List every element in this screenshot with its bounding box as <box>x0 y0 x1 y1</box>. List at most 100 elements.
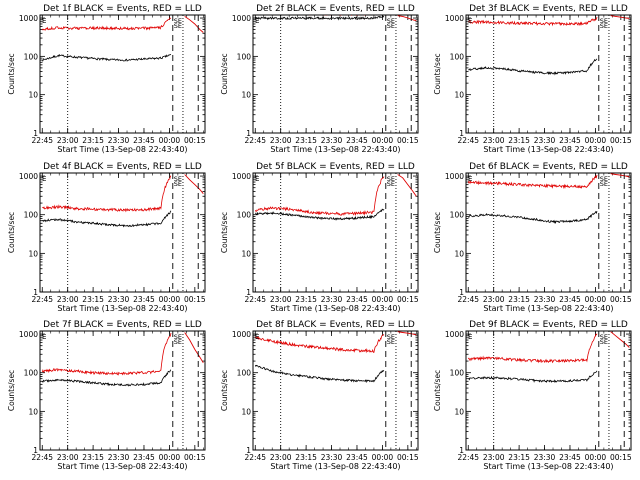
x-tick-label: 22:45 <box>457 453 479 462</box>
detector-panel-1: Det 1f BLACK = Events, RED = LLD 1 10 100 10… <box>7 4 206 154</box>
x-tick-label: 22:45 <box>457 295 479 304</box>
x-tick-label: 00:15 <box>610 295 632 304</box>
data-layer <box>41 16 204 62</box>
lld-recovery-line <box>184 16 204 33</box>
detector-panel-5: Det 5f BLACK = Events, RED = LLD 1 10 100 10… <box>220 162 419 313</box>
lld-line <box>467 174 598 190</box>
x-axis-label: Start Time (13-Sep-08 22:43:40) <box>270 462 400 471</box>
x-tick-label: 00:00 <box>159 136 181 145</box>
y-axis-label: Counts/sec <box>220 212 229 253</box>
x-tick-label: 23:15 <box>82 453 104 462</box>
x-tick-label: 23:00 <box>483 295 505 304</box>
y-tick-label: 100 <box>237 52 252 61</box>
x-tick-label: 23:30 <box>321 453 343 462</box>
x-tick-label: 00:00 <box>585 136 607 145</box>
annotation-label: E <box>42 333 46 341</box>
x-tick-label: 23:30 <box>534 295 556 304</box>
x-tick-label: 23:30 <box>108 453 130 462</box>
x-tick-label: 23:15 <box>82 295 104 304</box>
x-tick-label: 23:00 <box>483 453 505 462</box>
x-tick-label: 00:15 <box>397 295 419 304</box>
panel-frame <box>39 172 206 293</box>
panel-frame <box>465 14 632 134</box>
annotation-label: SE <box>387 180 395 188</box>
annotation-label: SE <box>387 175 395 183</box>
y-tick-label: 100 <box>24 369 39 378</box>
events-line <box>468 210 598 224</box>
x-tick-label: 00:15 <box>184 136 206 145</box>
x-tick-label: 00:15 <box>397 136 419 145</box>
x-tick-label: 23:45 <box>346 136 368 145</box>
y-tick-label: 100 <box>450 211 465 220</box>
y-tick-label: 100 <box>237 369 252 378</box>
x-tick-label: 23:15 <box>508 453 530 462</box>
data-layer <box>467 173 630 224</box>
panel-frame <box>465 172 632 293</box>
y-tick-label: 1000 <box>19 330 38 339</box>
x-tick-label: 00:00 <box>372 295 394 304</box>
panel-title: Det 4f BLACK = Events, RED = LLD <box>43 162 202 172</box>
x-tick-label: 23:00 <box>270 295 292 304</box>
y-tick-label: 10 <box>241 249 251 258</box>
x-tick-label: 23:15 <box>295 453 317 462</box>
data-layer <box>467 331 630 384</box>
x-tick-label: 23:45 <box>133 453 155 462</box>
lld-line <box>468 16 598 27</box>
y-tick-label: 1000 <box>232 14 251 23</box>
panel-frame <box>252 172 419 293</box>
x-tick-label: 00:00 <box>159 453 181 462</box>
annotation-label: SE <box>600 180 608 188</box>
x-tick-label: 22:45 <box>244 136 266 145</box>
panel-title: Det 8f BLACK = Events, RED = LLD <box>256 320 415 330</box>
detector-panel-6: Det 6f BLACK = Events, RED = LLD 1 10 100 10… <box>433 162 632 313</box>
lld-recovery-line <box>397 174 417 197</box>
x-tick-label: 23:45 <box>559 136 581 145</box>
y-axis-label: Counts/sec <box>433 53 442 94</box>
events-line <box>468 370 598 384</box>
lld-recovery-line <box>610 331 630 348</box>
data-layer <box>255 15 417 22</box>
events-line <box>255 15 385 21</box>
x-axis-label: Start Time (13-Sep-08 22:43:40) <box>483 304 613 313</box>
x-axis-label: Start Time (13-Sep-08 22:43:40) <box>57 462 187 471</box>
y-axis-label: Counts/sec <box>7 53 16 94</box>
events-line <box>255 208 385 221</box>
x-tick-label: 00:15 <box>184 453 206 462</box>
y-tick-label: 10 <box>28 407 38 416</box>
x-tick-label: 23:15 <box>295 295 317 304</box>
annotation-label: E <box>255 175 259 183</box>
x-tick-label: 22:45 <box>244 453 266 462</box>
annotation-label: SE <box>174 175 182 183</box>
y-tick-label: 100 <box>24 211 39 220</box>
x-tick-label: 00:00 <box>585 295 607 304</box>
x-tick-label: 23:30 <box>321 136 343 145</box>
y-tick-label: 1 <box>246 446 251 455</box>
lld-recovery-line <box>397 331 417 336</box>
y-axis-label: Counts/sec <box>433 212 442 253</box>
x-tick-label: 22:45 <box>31 136 53 145</box>
y-tick-label: 1 <box>33 129 38 138</box>
annotation-label: SE <box>600 333 608 341</box>
x-axis-label: Start Time (13-Sep-08 22:43:40) <box>483 462 613 471</box>
y-tick-label: 1 <box>459 129 464 138</box>
y-tick-label: 10 <box>454 91 464 100</box>
y-tick-label: 100 <box>450 52 465 61</box>
panel-frame <box>252 14 419 134</box>
data-layer <box>42 174 204 228</box>
y-tick-label: 100 <box>24 52 39 61</box>
lld-recovery-line <box>610 173 630 178</box>
x-tick-label: 23:45 <box>133 136 155 145</box>
lld-recovery-line <box>184 332 204 364</box>
x-tick-label: 23:00 <box>57 295 79 304</box>
x-tick-label: 23:15 <box>508 295 530 304</box>
x-tick-label: 23:30 <box>108 295 130 304</box>
x-tick-label: 22:45 <box>31 295 53 304</box>
x-tick-label: 00:15 <box>184 295 206 304</box>
x-tick-label: 23:30 <box>534 453 556 462</box>
x-tick-label: 00:00 <box>372 136 394 145</box>
x-tick-label: 00:00 <box>585 453 607 462</box>
panel-frame <box>39 330 206 451</box>
lld-line <box>254 334 385 354</box>
annotation-label: SE <box>174 333 182 341</box>
